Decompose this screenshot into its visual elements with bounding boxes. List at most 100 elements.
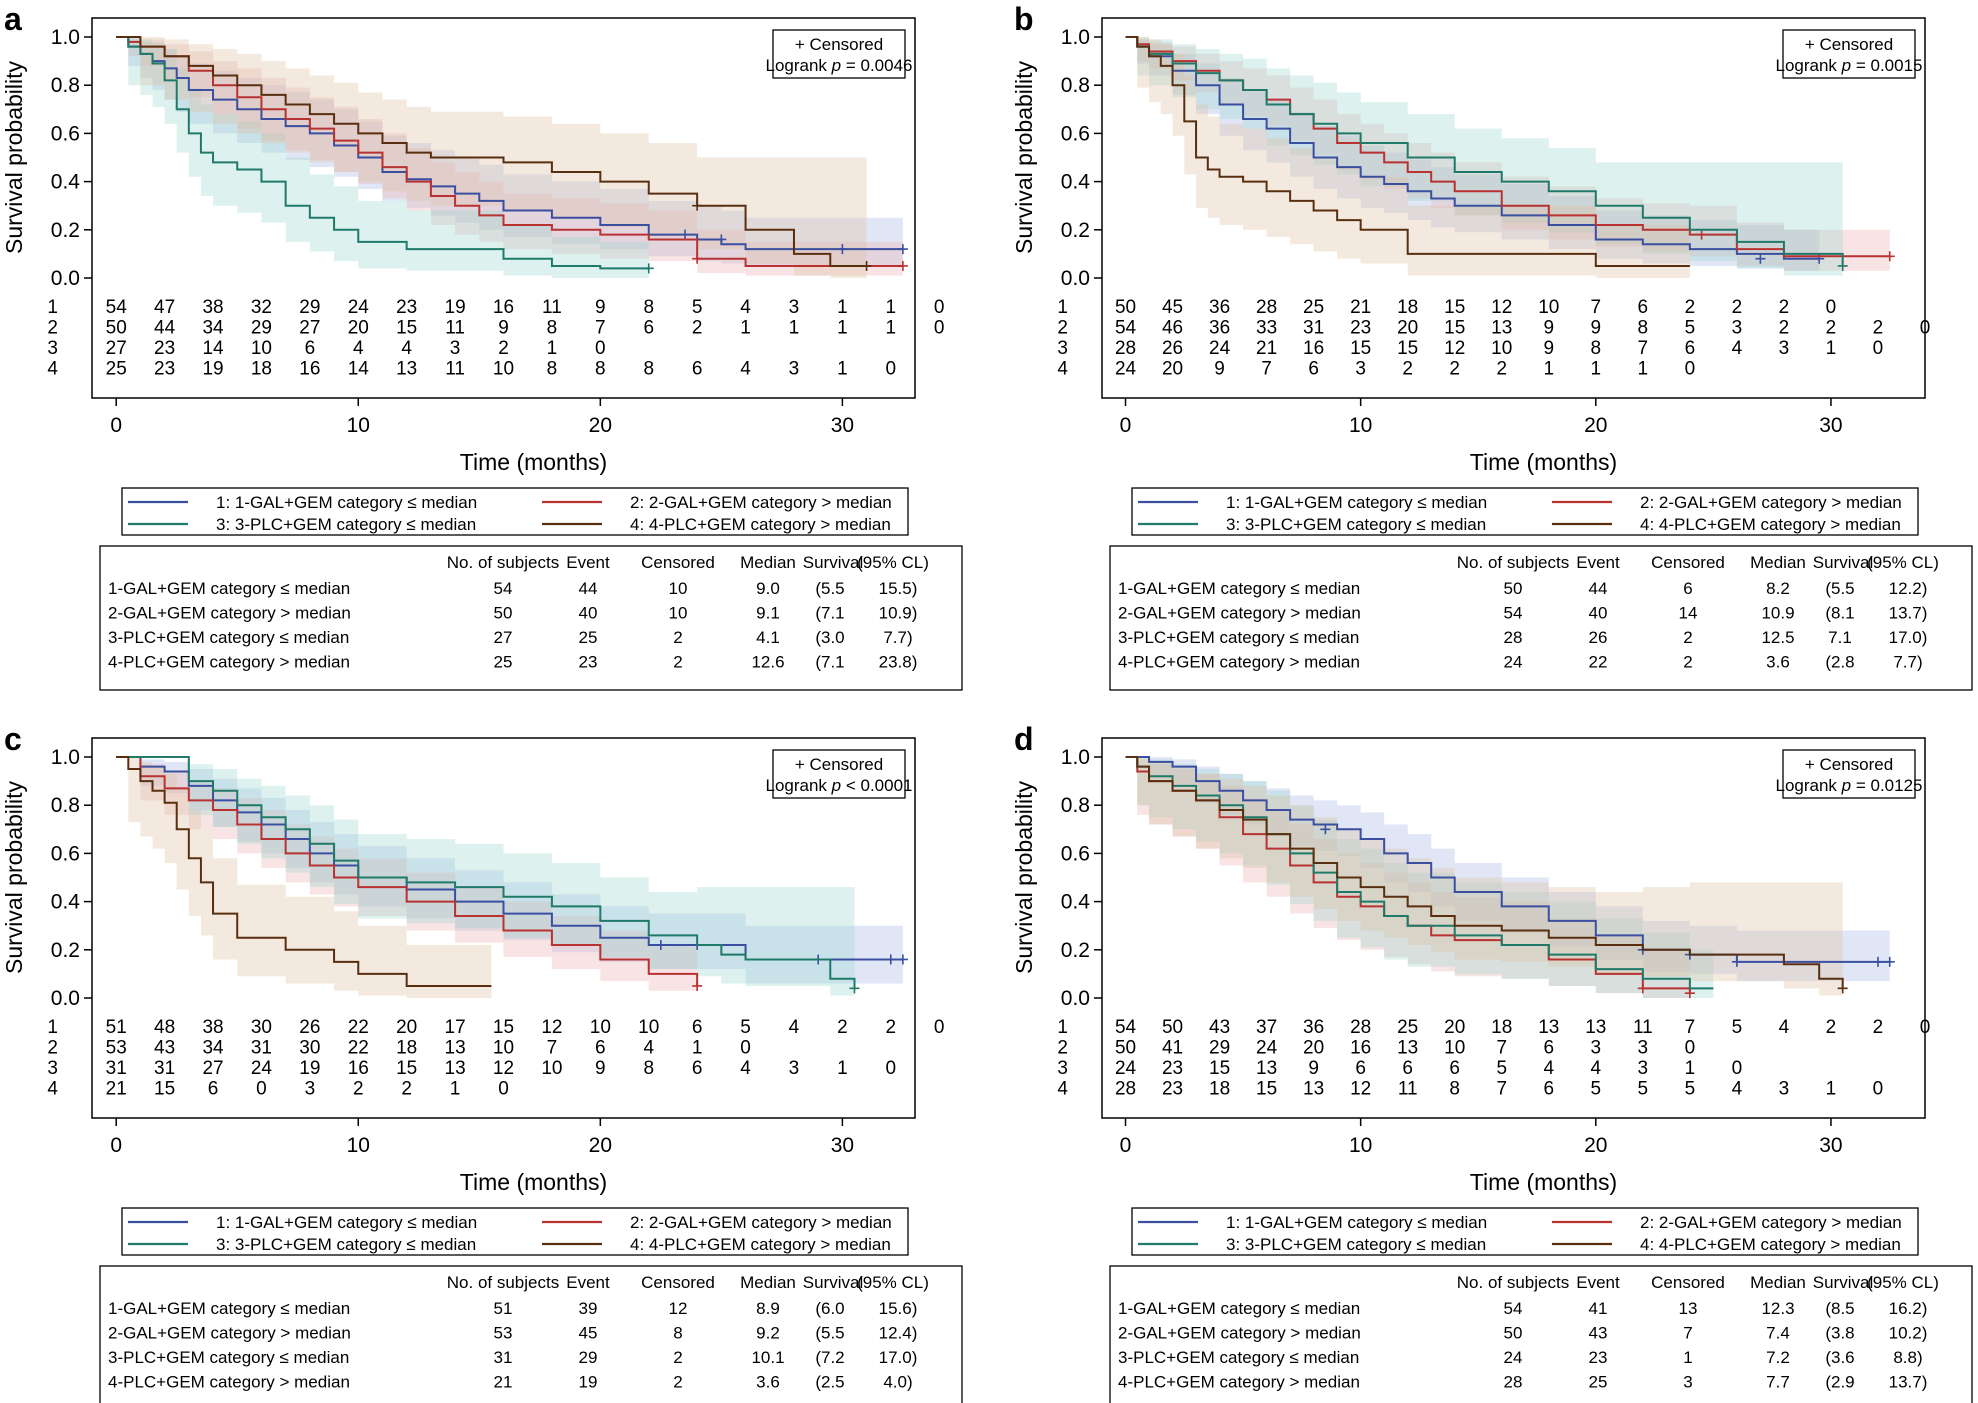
risk-count: 3 <box>305 1079 316 1100</box>
risk-count: 3 <box>1779 338 1790 359</box>
risk-count: 15 <box>1350 338 1371 359</box>
risk-count: 18 <box>251 359 272 380</box>
panel-label: c <box>4 721 22 757</box>
summary-cell: 10.1 <box>751 1348 784 1367</box>
summary-cell: 10.2) <box>1889 1324 1928 1343</box>
censor-mark <box>692 980 703 991</box>
risk-count: 3 <box>1638 1058 1649 1079</box>
risk-count: 8 <box>547 318 558 339</box>
risk-count: 2 <box>1732 297 1743 318</box>
y-tick-label: 0.0 <box>1061 267 1090 290</box>
y-tick-label: 0.6 <box>51 122 80 145</box>
risk-count: 27 <box>106 338 127 359</box>
y-tick-label: 0.4 <box>51 171 81 194</box>
summary-cell: 23.8) <box>879 653 918 672</box>
risk-count: 33 <box>1256 318 1277 339</box>
summary-row-label: 4-PLC+GEM category > median <box>108 1373 350 1392</box>
risk-row-label: 1 <box>47 297 58 318</box>
summary-cell: 7.1 <box>1828 628 1852 647</box>
risk-count: 28 <box>1350 1017 1371 1038</box>
risk-row-label: 2 <box>1057 318 1068 339</box>
risk-count: 2 <box>1449 359 1460 380</box>
summary-header: Censored <box>1651 553 1725 572</box>
risk-count: 10 <box>590 1017 611 1038</box>
summary-cell: 2 <box>1683 628 1692 647</box>
summary-cell: 3.6 <box>756 1373 780 1392</box>
x-tick-label: 0 <box>1120 414 1132 437</box>
summary-row-label: 1-GAL+GEM category ≤ median <box>108 1299 350 1318</box>
censored-label: + Censored <box>795 35 883 54</box>
summary-row-label: 1-GAL+GEM category ≤ median <box>1118 579 1360 598</box>
risk-count: 10 <box>1538 297 1559 318</box>
summary-header: Median <box>740 553 796 572</box>
risk-count: 10 <box>493 359 514 380</box>
risk-count: 3 <box>789 359 800 380</box>
censor-mark <box>1684 988 1695 999</box>
summary-cell: 12.5 <box>1761 628 1794 647</box>
risk-count: 15 <box>1444 318 1465 339</box>
risk-count: 7 <box>1685 1017 1696 1038</box>
risk-count: 13 <box>1256 1058 1277 1079</box>
legend-label-series-1: 1: 1-GAL+GEM category ≤ median <box>1226 1213 1487 1232</box>
risk-count: 6 <box>1449 1058 1460 1079</box>
risk-count: 3 <box>1355 359 1366 380</box>
risk-count: 7 <box>595 318 606 339</box>
risk-count: 19 <box>299 1058 320 1079</box>
summary-header: Censored <box>1651 1273 1725 1292</box>
summary-cell: 24 <box>1504 1348 1523 1367</box>
logrank-word: Logrank <box>1775 56 1841 75</box>
summary-cell: 39 <box>579 1299 598 1318</box>
summary-cell: (5.5 <box>1825 579 1854 598</box>
risk-count: 23 <box>154 359 175 380</box>
risk-count: 4 <box>1591 1058 1602 1079</box>
legend-label-series-4: 4: 4-PLC+GEM category > median <box>1640 515 1901 534</box>
summary-header: (95% CL) <box>1867 1273 1939 1292</box>
risk-count: 11 <box>445 359 465 380</box>
risk-count: 0 <box>934 297 945 318</box>
risk-count: 16 <box>299 359 320 380</box>
risk-count: 2 <box>1496 359 1507 380</box>
risk-count: 0 <box>934 318 945 339</box>
y-tick-label: 0.8 <box>1061 794 1090 817</box>
censor-mark <box>897 244 908 255</box>
panel-label: d <box>1014 721 1034 757</box>
summary-cell: 12 <box>669 1299 688 1318</box>
risk-count: 15 <box>1397 338 1418 359</box>
summary-row-label: 2-GAL+GEM category > median <box>1118 604 1361 623</box>
logrank-label: Logrank p < 0.0001 <box>765 776 912 795</box>
risk-count: 13 <box>396 359 417 380</box>
risk-count: 13 <box>1585 1017 1606 1038</box>
summary-cell: 15.6) <box>879 1299 918 1318</box>
risk-count: 2 <box>498 338 509 359</box>
risk-count: 3 <box>1732 318 1743 339</box>
summary-header: Median <box>740 1273 796 1292</box>
risk-count: 4 <box>1779 1017 1790 1038</box>
risk-count: 6 <box>692 1058 703 1079</box>
summary-cell: 23 <box>1589 1348 1608 1367</box>
risk-count: 13 <box>445 1058 466 1079</box>
summary-cell: 7.7) <box>883 628 912 647</box>
km-curve-series-4 <box>116 756 492 987</box>
risk-count: 1 <box>837 318 848 339</box>
plot-frame <box>1101 737 1926 1119</box>
censor-mark <box>837 244 848 255</box>
summary-header: Survival <box>803 1273 863 1292</box>
y-tick-label: 0.8 <box>51 74 80 97</box>
ci-band-series-1 <box>116 757 903 984</box>
risk-count: 31 <box>106 1058 127 1079</box>
km-curve-series-1 <box>116 36 903 251</box>
y-tick-label: 0.0 <box>51 267 80 290</box>
summary-header: Event <box>1576 553 1620 572</box>
summary-table-box <box>1109 545 1973 691</box>
risk-count: 50 <box>1162 1017 1183 1038</box>
y-axis-label: Survival probability <box>1011 60 1037 254</box>
risk-count: 2 <box>401 1079 412 1100</box>
risk-count: 10 <box>493 1038 514 1059</box>
summary-row-label: 3-PLC+GEM category ≤ median <box>108 628 349 647</box>
summary-cell: 12.2) <box>1889 579 1928 598</box>
risk-count: 3 <box>450 338 461 359</box>
ci-band-series-3 <box>116 757 855 998</box>
risk-count: 27 <box>202 1058 223 1079</box>
x-tick-label: 20 <box>1584 1134 1607 1157</box>
logrank-label: Logrank p = 0.0015 <box>1775 56 1922 75</box>
